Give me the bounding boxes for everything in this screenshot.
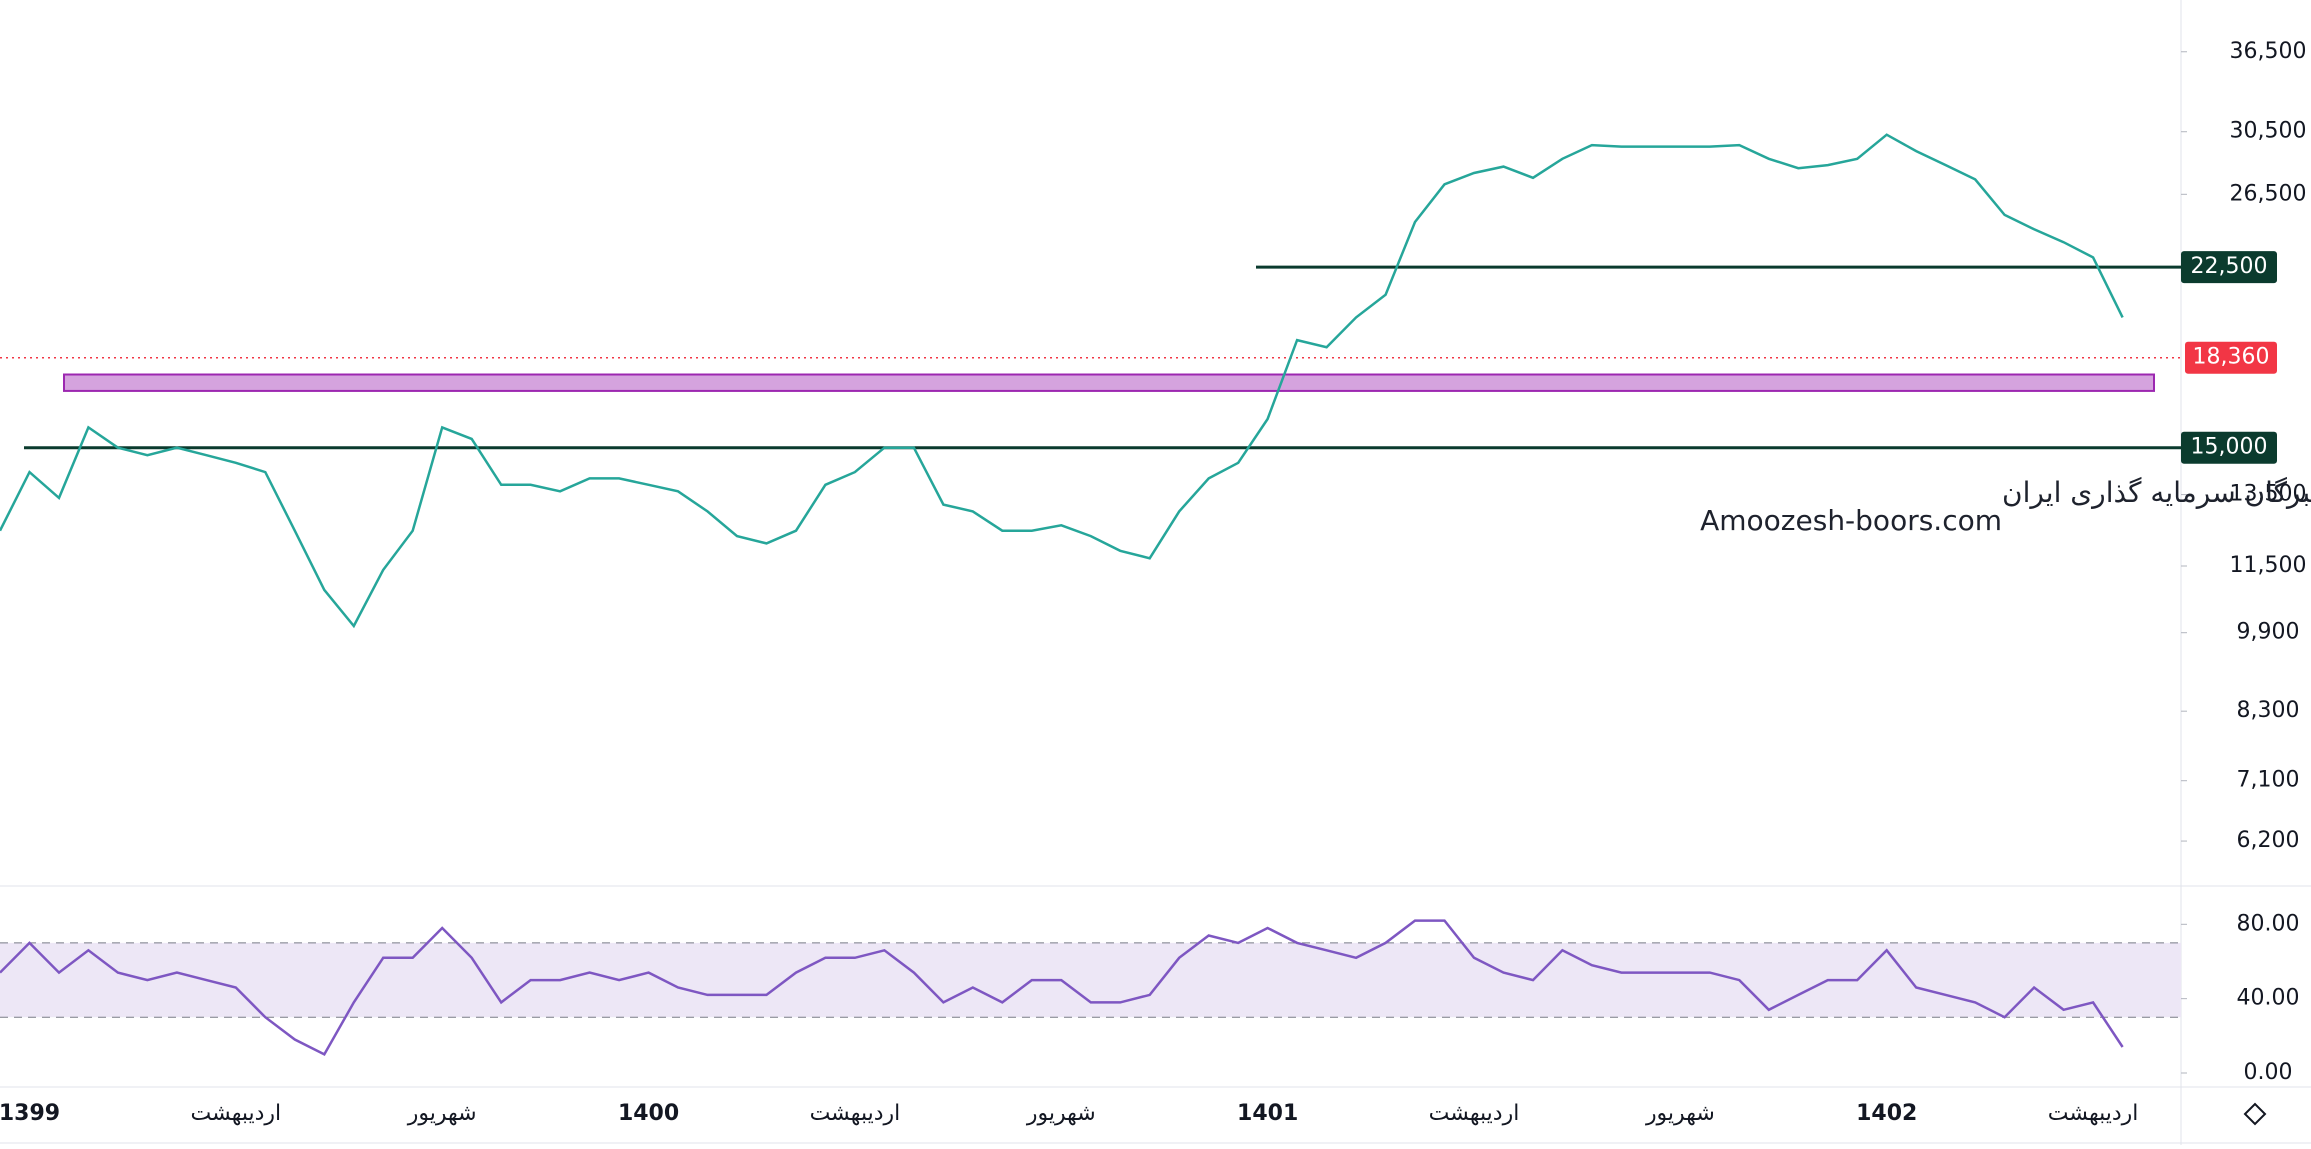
y-tick-label: 30,500	[2230, 119, 2307, 144]
y-tick-label: 13,500	[2230, 482, 2307, 507]
level-label-box	[2181, 251, 2277, 284]
x-tick-label: اردیبهشت	[810, 1101, 901, 1126]
x-tick-label: شهریور	[1026, 1101, 1096, 1126]
x-tick-label: اردیبهشت	[2048, 1101, 2139, 1126]
level-label-box	[2181, 431, 2277, 464]
y-tick-label: 7,100	[2237, 768, 2300, 793]
x-tick-label: شهریور	[407, 1101, 477, 1126]
watermark-en: Amoozesh-boors.com	[1700, 504, 2002, 537]
zone	[63, 373, 2155, 392]
price-line	[0, 919, 2124, 1057]
level-label: 22,500	[2191, 254, 2268, 279]
x-tick-label: 1402	[1856, 1101, 1917, 1126]
x-tick-label: اردیبهشت	[191, 1101, 282, 1126]
y-tick-label: 8,300	[2237, 698, 2300, 723]
x-tick-label: شهریور	[1645, 1101, 1715, 1126]
y-tick-label: 0.00	[2244, 1060, 2293, 1085]
y-tick-label: 6,200	[2237, 828, 2300, 853]
rsi-band	[0, 942, 2181, 1018]
last-price-box	[2185, 341, 2277, 374]
y-tick-label: 36,500	[2230, 39, 2307, 64]
y-tick-label: 80.00	[2237, 911, 2300, 936]
y-tick-label: 40.00	[2237, 986, 2300, 1011]
x-tick-label: 1399	[0, 1101, 60, 1126]
price-line	[0, 133, 2124, 629]
last-price-label: 18,360	[2193, 345, 2270, 370]
level-label: 15,000	[2191, 435, 2268, 460]
y-tick-label: 9,900	[2237, 620, 2300, 645]
y-tick-label: 11,500	[2230, 553, 2307, 578]
watermark-fa: انجمن خبرگان سرمایه گذاری ایران	[2002, 476, 2311, 509]
x-tick-label: اردیبهشت	[1429, 1101, 1520, 1126]
x-tick-label: 1400	[618, 1101, 679, 1126]
settings-icon[interactable]	[2243, 1102, 2267, 1126]
y-tick-label: 26,500	[2230, 181, 2307, 206]
x-tick-label: 1401	[1237, 1101, 1298, 1126]
